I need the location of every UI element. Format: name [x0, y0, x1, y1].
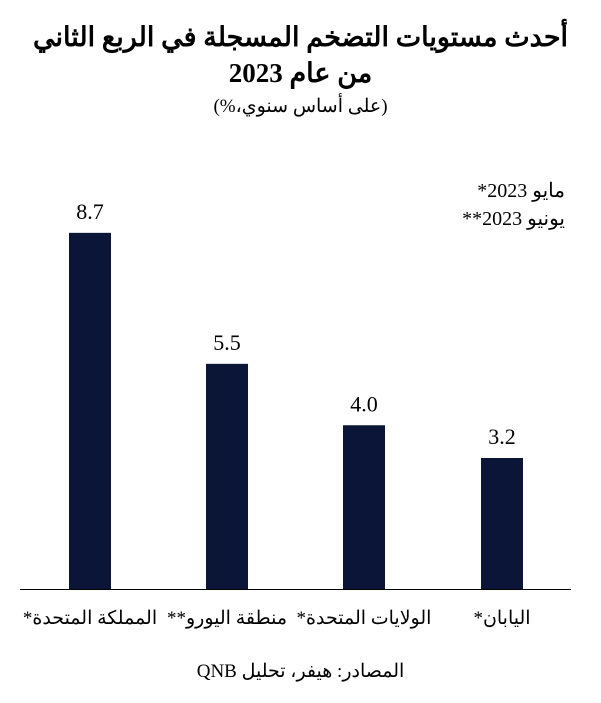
category-label-1: منطقة اليورو**	[167, 608, 287, 629]
chart-title-line2: من عام 2023	[228, 58, 373, 88]
bar-0	[69, 232, 111, 589]
category-label-3: اليابان*	[473, 608, 530, 629]
footnote-june: يونيو 2023**	[462, 208, 565, 230]
footnote-may: مايو 2023*	[477, 180, 565, 202]
data-label-3: 3.2	[488, 424, 516, 449]
chart-subtitle: (على أساس سنوي،%)	[213, 96, 388, 117]
chart-source: المصادر: هيفر، تحليل QNB	[196, 661, 405, 682]
data-label-2: 4.0	[350, 391, 378, 416]
category-label-2: الولايات المتحدة*	[297, 608, 432, 629]
data-label-0: 8.7	[76, 199, 104, 224]
bar-3	[481, 458, 523, 589]
bar-2	[343, 425, 385, 589]
category-label-0: المملكة المتحدة*	[23, 608, 157, 629]
data-label-1: 5.5	[213, 330, 241, 355]
chart-title-line1: أحدث مستويات التضخم المسجلة في الربع الث…	[32, 22, 569, 52]
bar-1	[206, 363, 248, 589]
